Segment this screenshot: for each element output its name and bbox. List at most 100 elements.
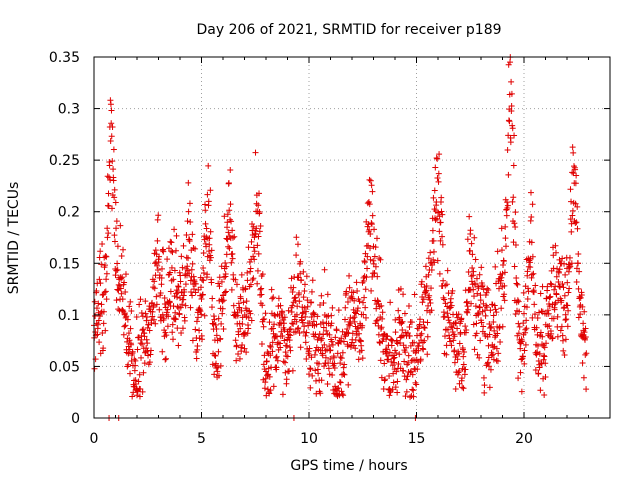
data-point [556, 256, 563, 263]
data-point [392, 316, 399, 323]
data-point [578, 291, 585, 298]
data-point [203, 225, 210, 232]
y-axis-label: SRMTID / TECUs [6, 182, 22, 295]
data-point [453, 319, 460, 326]
data-point [446, 335, 453, 342]
data-point [201, 312, 208, 319]
data-point [202, 220, 209, 227]
data-point [366, 227, 373, 234]
data-point [237, 295, 244, 302]
data-point [179, 325, 186, 332]
data-point [360, 278, 367, 285]
data-point [469, 264, 476, 271]
data-point [400, 367, 407, 374]
data-point [501, 269, 508, 276]
data-point [511, 132, 518, 139]
data-point [150, 316, 157, 323]
data-point [342, 333, 349, 340]
data-point [580, 320, 587, 327]
data-point [209, 295, 216, 302]
data-point [239, 321, 246, 328]
data-point [567, 216, 574, 223]
data-point [439, 233, 446, 240]
data-point [449, 287, 456, 294]
data-point [300, 328, 307, 335]
data-point [499, 323, 506, 330]
data-point [337, 354, 344, 361]
data-point [286, 337, 293, 344]
data-point [253, 225, 260, 232]
data-point [247, 281, 254, 288]
data-point [505, 61, 512, 68]
data-point [236, 304, 243, 311]
data-point [221, 274, 228, 281]
data-point [111, 194, 118, 201]
data-point [517, 345, 524, 352]
data-point [494, 358, 501, 365]
data-point [476, 303, 483, 310]
data-point [219, 310, 226, 317]
data-point [572, 166, 579, 173]
data-point [236, 355, 243, 362]
data-point [223, 263, 230, 270]
data-point [490, 344, 497, 351]
data-point [275, 295, 282, 302]
data-point [258, 341, 265, 348]
data-point [141, 360, 148, 367]
data-point [500, 261, 507, 268]
data-point [295, 274, 302, 281]
data-point [279, 309, 286, 316]
data-point [279, 333, 286, 340]
data-point [97, 248, 104, 255]
data-point [527, 217, 534, 224]
data-point [108, 120, 115, 127]
data-point [267, 387, 274, 394]
data-point [552, 242, 559, 249]
data-point [327, 347, 334, 354]
data-point [113, 297, 120, 304]
data-point [134, 346, 141, 353]
data-point [319, 352, 326, 359]
data-point [167, 238, 174, 245]
data-point [244, 269, 251, 276]
data-point [378, 324, 385, 331]
data-point [211, 316, 218, 323]
data-point [442, 300, 449, 307]
data-point [381, 377, 388, 384]
data-point [424, 333, 431, 340]
data-point [492, 263, 499, 270]
data-point [244, 330, 251, 337]
data-point [418, 278, 425, 285]
data-point [240, 299, 247, 306]
data-point [233, 342, 240, 349]
data-point [358, 342, 365, 349]
data-point [308, 354, 315, 361]
data-point [537, 290, 544, 297]
data-point [159, 247, 166, 254]
data-point [360, 299, 367, 306]
data-point [99, 241, 106, 248]
data-point [460, 361, 467, 368]
data-point [532, 367, 539, 374]
data-point [369, 273, 376, 280]
data-point [390, 379, 397, 386]
data-point [261, 352, 268, 359]
data-point [484, 359, 491, 366]
data-point [436, 270, 443, 277]
x-tick-label: 15 [408, 431, 426, 447]
data-point [403, 376, 410, 383]
data-point [226, 245, 233, 252]
data-point [115, 306, 122, 313]
data-point [198, 311, 205, 318]
data-point [510, 162, 517, 169]
data-point [227, 201, 234, 208]
data-point [469, 251, 476, 258]
data-point [573, 219, 580, 226]
data-point [448, 302, 455, 309]
data-point [232, 276, 239, 283]
data-point [537, 329, 544, 336]
data-point [411, 339, 418, 346]
data-point [255, 202, 262, 209]
data-point [417, 332, 424, 339]
data-point [247, 265, 254, 272]
